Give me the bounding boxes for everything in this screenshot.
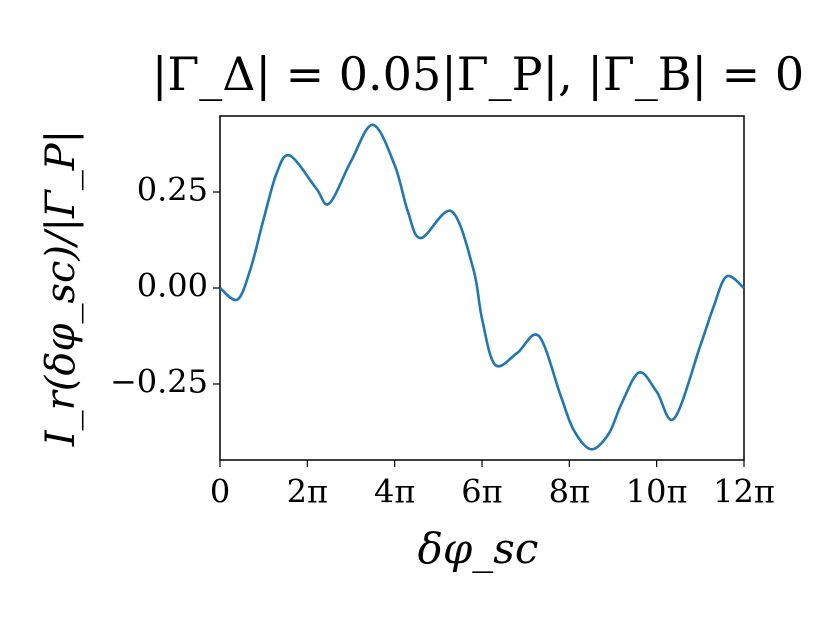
x-tick-label: 6π bbox=[461, 473, 502, 511]
y-axis-label: I_r(δφ_sc)/|Γ_P| bbox=[38, 130, 84, 447]
x-tick-label: 4π bbox=[374, 473, 415, 511]
x-tick-label: 2π bbox=[287, 473, 328, 511]
data-line bbox=[219, 123, 745, 451]
x-tick-label: 12π bbox=[713, 473, 775, 511]
y-tick-label: −0.25 bbox=[110, 362, 208, 400]
y-tick-label: 0.25 bbox=[137, 171, 208, 209]
plot-frame bbox=[219, 115, 745, 461]
x-axis-label: δφ_sc bbox=[418, 524, 539, 573]
chart-title: |Γ_Δ| = 0.05|Γ_P|, |Γ_B| = 0 bbox=[152, 47, 804, 101]
y-tick-label: 0.00 bbox=[137, 267, 208, 305]
x-tick-label: 8π bbox=[549, 473, 590, 511]
x-tick-label: 0 bbox=[210, 473, 230, 511]
x-tick-label: 10π bbox=[626, 473, 688, 511]
